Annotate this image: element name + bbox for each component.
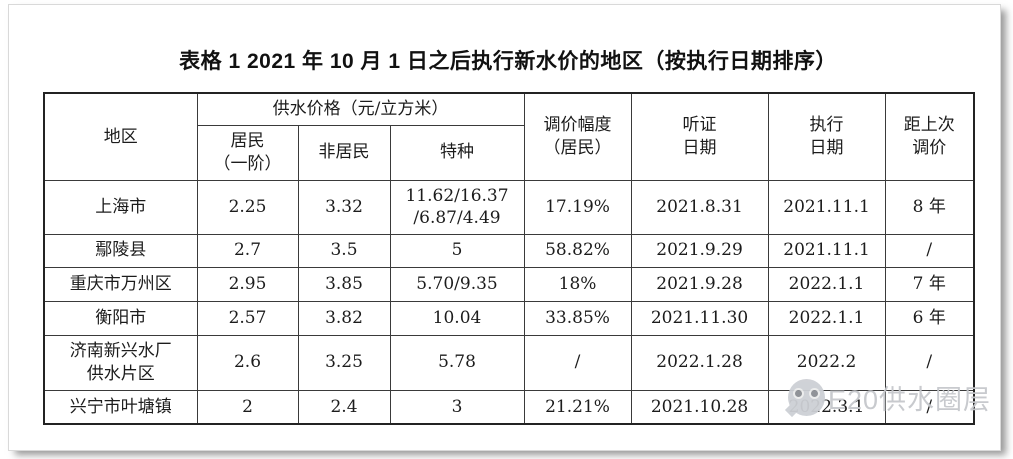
cell-hearing-date: 2021.8.31	[630, 179, 769, 235]
cell-hearing-date: 2021.10.28	[630, 389, 769, 425]
water-price-table: 地区 供水价格（元/立方米） 调价幅度 （居民） 听证 日期 执行 日期 距上次…	[43, 92, 976, 425]
table-row: 衡阳市 2.57 3.82 10.04 33.85% 2021.11.30 20…	[43, 300, 975, 336]
cell-special: 3	[389, 389, 525, 425]
cell-resident: 2.6	[196, 334, 299, 391]
header-resident-tier1: 居民 （一阶）	[196, 124, 299, 181]
header-hearing-date: 听证 日期	[630, 92, 769, 181]
cell-since-last: /	[884, 233, 975, 268]
cell-effective-date: 2021.11.1	[767, 179, 886, 235]
cell-adjustment: 18%	[523, 266, 632, 302]
cell-special: 5.70/9.35	[389, 266, 525, 302]
cell-resident: 2.7	[196, 233, 299, 268]
table-caption: 表格 1 2021 年 10 月 1 日之后执行新水价的地区（按执行日期排序）	[179, 50, 837, 73]
cell-non-resident: 3.32	[297, 179, 391, 235]
cell-non-resident: 3.85	[297, 266, 391, 302]
cell-effective-date: 2022.1.1	[767, 266, 886, 302]
cell-since-last: 6 年	[884, 300, 975, 336]
table-row: 鄢陵县 2.7 3.5 5 58.82% 2021.9.29 2021.11.1…	[43, 233, 975, 268]
cell-adjustment: 58.82%	[523, 233, 632, 268]
cell-since-last: 8 年	[884, 179, 975, 235]
cell-region: 衡阳市	[43, 300, 198, 336]
table-row: 重庆市万州区 2.95 3.85 5.70/9.35 18% 2021.9.28…	[43, 266, 975, 302]
cell-special: 5.78	[389, 334, 525, 391]
cell-resident: 2.95	[196, 266, 299, 302]
cell-resident: 2.57	[196, 300, 299, 336]
cell-region: 上海市	[43, 179, 198, 235]
table-row: 兴宁市叶塘镇 2 2.4 3 21.21% 2021.10.28 2022.3.…	[43, 389, 975, 425]
cell-region: 重庆市万州区	[43, 266, 198, 302]
cell-special: 11.62/16.37 /6.87/4.49	[389, 179, 525, 235]
header-row-sub: 居民 （一阶） 非居民 特种	[44, 124, 974, 181]
cell-since-last: /	[884, 389, 975, 425]
cell-hearing-date: 2021.9.29	[630, 233, 769, 268]
cell-effective-date: 2022.1.1	[767, 300, 886, 336]
cell-since-last: /	[884, 334, 975, 391]
cell-region: 兴宁市叶塘镇	[43, 389, 198, 425]
cell-resident: 2.25	[196, 179, 299, 235]
cell-non-resident: 3.25	[297, 334, 391, 391]
speech-bubble-tail	[784, 402, 800, 417]
page-sheet: 表格 1 2021 年 10 月 1 日之后执行新水价的地区（按执行日期排序） …	[8, 4, 1001, 451]
cell-hearing-date: 2021.11.30	[630, 300, 769, 336]
cell-hearing-date: 2021.9.28	[630, 266, 769, 302]
cell-adjustment: 17.19%	[523, 179, 632, 235]
wechat-smiley-icon	[784, 378, 825, 417]
cell-special: 10.04	[389, 300, 525, 336]
header-price-group: 供水价格（元/立方米）	[196, 92, 525, 126]
cell-non-resident: 3.5	[297, 233, 391, 268]
header-effective-date: 执行 日期	[767, 92, 886, 181]
watermark-text: E20供水圈层	[828, 384, 992, 415]
cell-resident: 2	[196, 389, 299, 425]
cell-effective-date: 2021.11.1	[767, 233, 886, 268]
cell-region: 济南新兴水厂 供水片区	[43, 334, 198, 391]
cell-since-last: 7 年	[884, 266, 975, 302]
cell-adjustment: 21.21%	[523, 389, 632, 425]
header-row-top: 地区 供水价格（元/立方米） 调价幅度 （居民） 听证 日期 执行 日期 距上次…	[43, 92, 975, 181]
header-non-resident: 非居民	[297, 124, 391, 181]
cell-hearing-date: 2022.1.28	[630, 334, 769, 391]
header-since-last-adjustment: 距上次 调价	[884, 92, 975, 181]
cell-special: 5	[389, 233, 525, 268]
header-adjustment-range: 调价幅度 （居民）	[523, 92, 632, 181]
cell-non-resident: 2.4	[297, 389, 391, 425]
table-row: 上海市 2.25 3.32 11.62/16.37 /6.87/4.49 17.…	[43, 179, 975, 235]
table-row: 济南新兴水厂 供水片区 2.6 3.25 5.78 / 2022.1.28 20…	[43, 334, 975, 391]
cell-effective-date: 2022.2	[767, 334, 886, 391]
watermark: E20供水圈层	[784, 376, 992, 418]
cell-adjustment: /	[523, 334, 632, 391]
cell-adjustment: 33.85%	[523, 300, 632, 336]
header-region: 地区	[43, 92, 198, 181]
cell-region: 鄢陵县	[43, 233, 198, 268]
cell-non-resident: 3.82	[297, 300, 391, 336]
header-special: 特种	[389, 124, 525, 181]
